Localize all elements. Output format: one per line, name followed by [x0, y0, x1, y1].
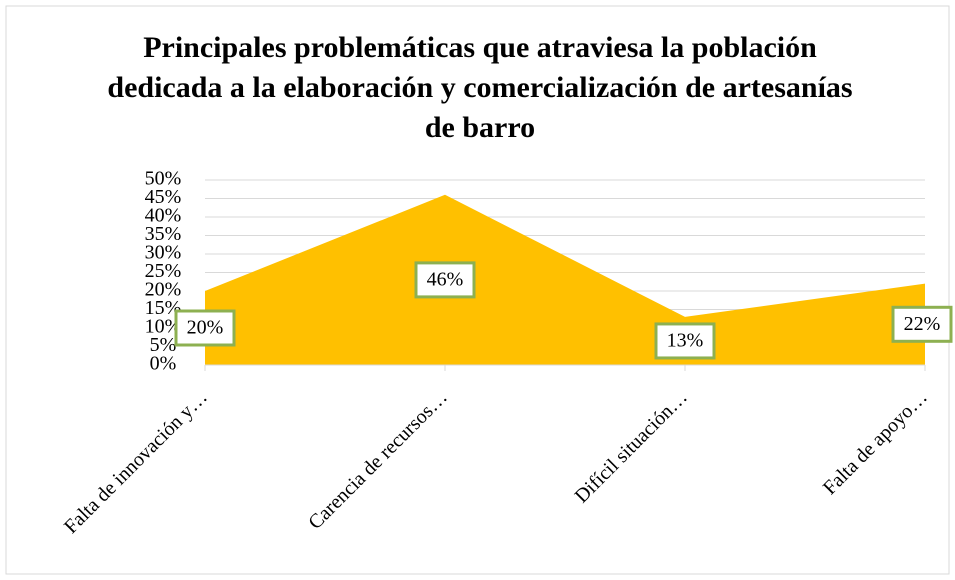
- data-label: 20%: [174, 309, 236, 347]
- data-label-text: 46%: [427, 268, 464, 290]
- y-tick-label: 25%: [145, 260, 182, 282]
- data-label-text: 22%: [904, 313, 941, 335]
- y-tick-label: 35%: [145, 223, 182, 245]
- data-label-box: [654, 322, 716, 360]
- data-label: 22%: [891, 305, 953, 343]
- x-tick-label: Falta de apoyo…: [819, 386, 932, 499]
- data-label: 13%: [654, 322, 716, 360]
- y-tick-label: 30%: [145, 242, 182, 264]
- area: [205, 194, 925, 365]
- data-label-box: [891, 305, 953, 343]
- y-tick-label: 0%: [150, 353, 177, 375]
- y-tick-label: 50%: [145, 168, 182, 190]
- data-label-text: 20%: [187, 317, 224, 339]
- chart-border: [5, 5, 950, 575]
- y-tick-label: 15%: [145, 297, 182, 319]
- y-tick-label: 5%: [150, 334, 177, 356]
- x-tick-label: Difícil situación…: [571, 386, 692, 507]
- data-label-box: [414, 261, 476, 299]
- x-tick-label: Falta de innovación y…: [60, 386, 212, 538]
- data-label: 46%: [414, 261, 476, 299]
- data-label-box: [174, 309, 236, 347]
- y-tick-label: 10%: [145, 316, 182, 338]
- y-tick-label: 40%: [145, 205, 182, 227]
- y-tick-label: 20%: [145, 279, 182, 301]
- chart-title: Principales problemáticas que atraviesa …: [107, 31, 853, 144]
- y-tick-label: 45%: [145, 186, 182, 208]
- data-label-text: 13%: [667, 330, 704, 352]
- x-tick-label: Carencia de recursos…: [304, 386, 451, 533]
